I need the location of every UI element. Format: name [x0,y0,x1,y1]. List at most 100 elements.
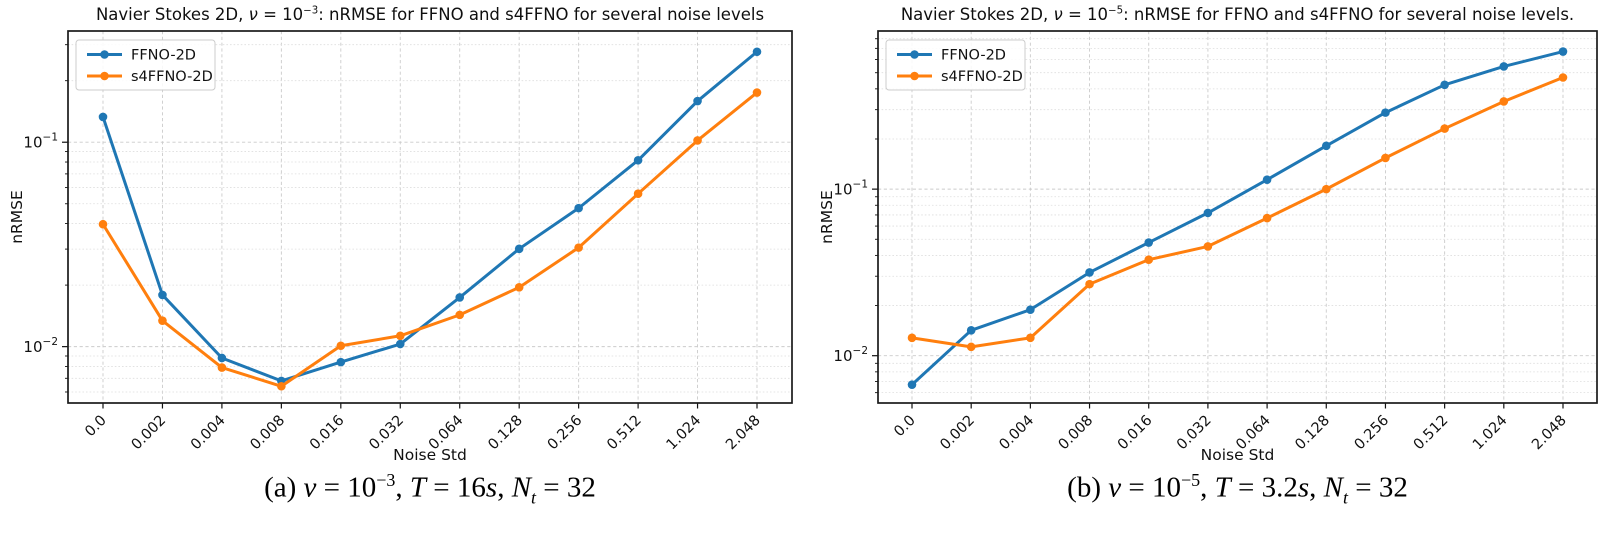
y-tick-labels: 10−1 10−2 [23,132,58,356]
panel-a: Navier Stokes 2D, ν = 10−3: nRMSE for FF… [8,5,793,508]
data-point-marker [1085,279,1094,289]
caption-text: (a) [264,471,304,504]
data-point-marker [907,333,917,343]
data-point-marker [1262,175,1272,184]
data-point-marker [1026,305,1035,314]
title-text: Navier Stokes 2D, [95,5,249,24]
legend-marker [910,50,919,59]
caption-N-symbol: N [1323,471,1343,504]
legend-label: FFNO-2D [131,48,196,64]
chart-title-a: Navier Stokes 2D, ν = 10−3: nRMSE for FF… [68,5,792,24]
data-point-marker [574,243,583,252]
legend-item: FFNO-2D [897,48,1006,64]
data-point-marker [1321,184,1331,194]
data-point-marker [1381,108,1390,117]
svg-text:0.256: 0.256 [1352,413,1393,454]
title-text: = 10 [257,5,304,24]
data-point-marker [217,353,227,363]
caption-text: , [395,471,410,504]
data-point-marker [1558,73,1568,82]
title-nu-symbol: ν [1053,5,1063,24]
caption-text: , [1309,471,1324,504]
legend: FFNO-2D s4FFNO-2D [75,39,216,91]
svg-text:10−2: 10−2 [833,345,868,365]
data-point-marker [1144,238,1154,247]
data-point-marker [217,363,227,372]
caption-text: = 32 [1347,471,1408,504]
svg-text:0.512: 0.512 [1411,413,1452,454]
svg-text:1.024: 1.024 [1470,413,1511,454]
data-point-marker [158,316,167,325]
data-point-marker [693,96,702,106]
caption-nu-symbol: ν [1108,471,1122,504]
x-axis-label: Noise Std [393,446,467,464]
title-nu-symbol: ν [248,5,258,24]
caption-text: , [1200,471,1215,504]
series-s4FFNO-2D [98,88,762,391]
svg-text:0.0: 0.0 [82,413,110,441]
caption-text: = 10 [316,471,377,504]
title-text: : nRMSE for FFNO and s4FFNO for several … [318,5,765,24]
svg-text:0.016: 0.016 [307,413,348,454]
data-point-marker [158,290,167,300]
legend-item: FFNO-2D [87,48,196,64]
legend-marker [910,71,919,81]
legend-marker [100,71,109,81]
data-point-marker [395,331,405,341]
data-point-marker [1203,208,1213,218]
data-point-marker [1558,47,1568,56]
svg-text:2.048: 2.048 [1529,413,1570,454]
data-point-marker [1499,62,1509,71]
data-point-marker [633,189,643,198]
caption-exponent: −3 [376,470,396,490]
caption-subscript: t [531,487,537,508]
caption-N-symbol: N [511,471,532,504]
gridlines [68,31,792,403]
legend: FFNO-2D s4FFNO-2D [885,39,1026,91]
data-point-marker [514,283,524,292]
chart-svg-a: 0.0 0.002 0.004 0.008 0.016 0.032 0.064 0.128 0.… [8,30,793,464]
data-point-marker [1440,124,1449,133]
data-point-marker [1381,153,1390,163]
axis-ticks [62,44,758,409]
svg-text:0.004: 0.004 [997,413,1038,454]
svg-text:0.016: 0.016 [1115,413,1156,454]
svg-text:0.008: 0.008 [248,413,289,454]
svg-text:1.024: 1.024 [664,413,705,454]
caption-subscript: t [1342,487,1348,508]
caption-s-symbol: s [485,471,498,504]
series-line [101,50,759,383]
data-point-marker [1262,213,1272,223]
series-line [910,50,1565,387]
svg-text:0.128: 0.128 [1292,413,1333,454]
data-point-marker [1203,242,1213,251]
y-tick-labels: 10−1 10−2 [833,179,868,366]
data-point-marker [98,219,108,229]
data-point-marker [395,339,405,349]
data-point-marker [1321,141,1331,151]
caption-text: = 16 [426,471,486,504]
caption-a: (a) ν = 10−3, T = 16s, Nt = 32 [68,470,792,508]
caption-text: = 10 [1121,471,1181,504]
data-point-marker [455,310,465,320]
panel-b: Navier Stokes 2D, ν = 10−5: nRMSE for FF… [803,0,1606,533]
caption-nu-symbol: ν [303,471,317,504]
caption-s-symbol: s [1297,471,1310,504]
data-point-marker [336,341,346,351]
x-axis-label: Noise Std [1201,446,1275,464]
legend-marker [100,50,109,59]
title-exponent: −5 [1108,5,1124,17]
data-point-marker [98,112,108,122]
series-FFNO-2D [907,47,1568,389]
data-point-marker [574,203,583,213]
svg-text:0.002: 0.002 [937,413,978,454]
svg-text:0.128: 0.128 [485,413,526,454]
axis-ticks [872,38,1564,409]
chart-title-b: Navier Stokes 2D, ν = 10−5: nRMSE for FF… [878,5,1597,24]
svg-text:0.512: 0.512 [604,413,645,454]
plot-border [67,30,793,404]
legend-item: s4FFNO-2D [897,69,1023,85]
data-point-marker [1499,97,1509,106]
data-point-marker [277,381,286,391]
